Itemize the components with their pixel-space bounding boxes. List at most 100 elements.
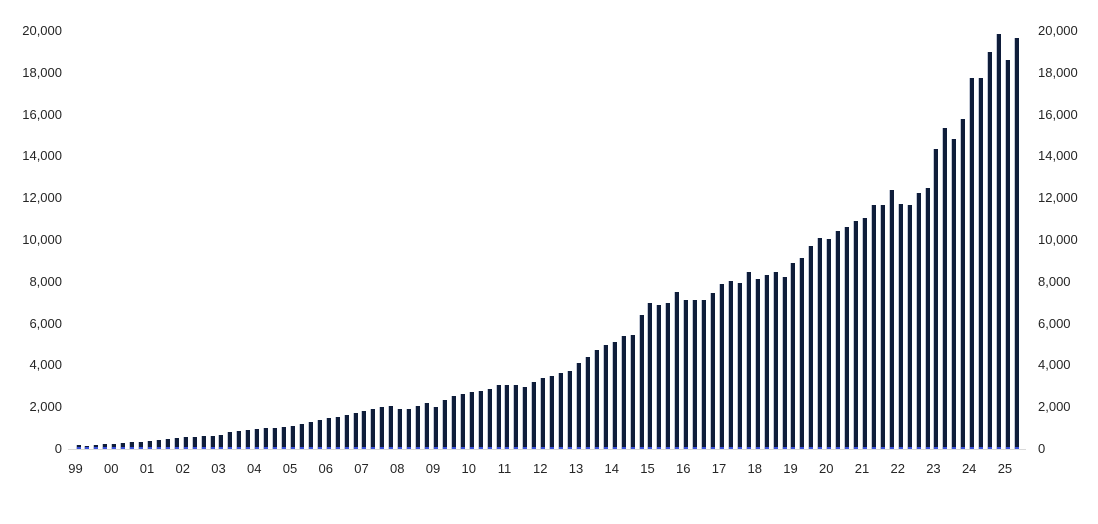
bar-base-accent bbox=[85, 447, 90, 449]
y-axis-tick-left: 4,000 bbox=[29, 357, 62, 373]
bar-base-accent bbox=[719, 446, 724, 449]
x-axis-tick: 05 bbox=[282, 461, 298, 476]
bar bbox=[888, 190, 894, 449]
bar bbox=[424, 403, 430, 449]
bar bbox=[325, 418, 331, 449]
bar bbox=[513, 385, 519, 449]
bar bbox=[558, 372, 564, 449]
bar bbox=[656, 305, 662, 449]
bar-base-accent bbox=[451, 446, 456, 449]
y-axis-tick-left: 2,000 bbox=[29, 399, 62, 415]
bar bbox=[522, 386, 528, 449]
x-axis-tick: 18 bbox=[747, 461, 762, 476]
bar-base-accent bbox=[943, 446, 948, 449]
bar bbox=[790, 263, 796, 449]
bar bbox=[370, 409, 376, 449]
bar-base-accent bbox=[228, 446, 233, 449]
bar bbox=[173, 437, 179, 449]
bar bbox=[191, 436, 197, 449]
bar-base-accent bbox=[1014, 446, 1019, 449]
bar-base-accent bbox=[433, 446, 438, 449]
bar-base-accent bbox=[416, 446, 421, 449]
bar-base-accent bbox=[648, 446, 653, 449]
bar-base-accent bbox=[407, 446, 412, 449]
bar-base-accent bbox=[764, 446, 769, 449]
bar bbox=[298, 423, 304, 449]
bar-base-accent bbox=[576, 446, 581, 449]
x-axis-tick: 16 bbox=[675, 461, 691, 476]
bar-base-accent bbox=[612, 446, 617, 449]
bar-base-accent bbox=[290, 446, 295, 449]
y-axis-tick-right: 6,000 bbox=[1038, 315, 1071, 331]
bar-base-accent bbox=[836, 446, 841, 449]
bar bbox=[647, 302, 653, 449]
bar bbox=[138, 441, 144, 449]
bar bbox=[477, 390, 483, 449]
bar-base-accent bbox=[496, 446, 501, 449]
bar bbox=[969, 77, 975, 449]
bar-base-accent bbox=[246, 446, 251, 449]
bar-base-accent bbox=[621, 446, 626, 449]
y-axis-tick-left: 8,000 bbox=[29, 273, 62, 289]
bar bbox=[281, 426, 287, 449]
bar bbox=[289, 425, 295, 449]
bar-base-accent bbox=[541, 446, 546, 449]
bar bbox=[933, 149, 939, 449]
bar-base-accent bbox=[532, 446, 537, 449]
bar-base-accent bbox=[818, 446, 823, 449]
bar bbox=[674, 292, 680, 449]
bar bbox=[826, 239, 832, 449]
bar bbox=[549, 375, 555, 449]
bar bbox=[334, 416, 340, 449]
y-axis-tick-left: 10,000 bbox=[22, 232, 62, 247]
y-axis-tick-right: 12,000 bbox=[1038, 190, 1078, 206]
bar-base-accent bbox=[925, 446, 930, 449]
bar-base-accent bbox=[952, 446, 957, 449]
bar-base-accent bbox=[192, 446, 197, 449]
x-axis-tick: 06 bbox=[318, 461, 333, 476]
x-axis-tick: 11 bbox=[497, 461, 512, 476]
bar bbox=[960, 118, 966, 449]
bar bbox=[736, 283, 742, 449]
bar-base-accent bbox=[782, 446, 787, 449]
bar bbox=[218, 434, 224, 449]
bar bbox=[683, 300, 689, 449]
bar-base-accent bbox=[210, 446, 215, 449]
bar-base-accent bbox=[308, 446, 313, 449]
bar-base-accent bbox=[559, 446, 564, 449]
bar bbox=[951, 139, 957, 449]
bar bbox=[567, 371, 573, 449]
bar-base-accent bbox=[371, 446, 376, 449]
bar-base-accent bbox=[299, 446, 304, 449]
bar bbox=[996, 34, 1001, 449]
bar-base-accent bbox=[916, 446, 921, 449]
bar bbox=[379, 407, 385, 449]
bar-base-accent bbox=[675, 446, 680, 449]
y-axis-tick-right: 2,000 bbox=[1038, 399, 1071, 415]
bar-base-accent bbox=[755, 446, 760, 449]
x-axis-tick: 19 bbox=[783, 461, 798, 476]
bar bbox=[575, 362, 581, 449]
bar bbox=[209, 435, 215, 449]
bar bbox=[388, 406, 394, 449]
bar bbox=[129, 442, 135, 449]
x-axis-tick: 13 bbox=[568, 461, 584, 476]
bar bbox=[343, 414, 349, 449]
bar-base-accent bbox=[594, 446, 599, 449]
bar bbox=[879, 204, 885, 449]
bar bbox=[236, 430, 242, 449]
bar bbox=[263, 427, 269, 449]
y-axis-tick-left: 6,000 bbox=[29, 315, 62, 331]
bar bbox=[897, 204, 903, 449]
x-axis-tick: 22 bbox=[890, 461, 905, 476]
bar-base-accent bbox=[326, 446, 331, 449]
bar-base-accent bbox=[800, 446, 805, 449]
bar-base-accent bbox=[523, 446, 528, 449]
x-axis-tick: 01 bbox=[139, 461, 155, 476]
bar-base-accent bbox=[469, 446, 474, 449]
bar bbox=[844, 227, 850, 449]
bar bbox=[817, 237, 823, 449]
bar bbox=[432, 406, 438, 449]
y-axis-tick-left: 18,000 bbox=[22, 64, 62, 80]
